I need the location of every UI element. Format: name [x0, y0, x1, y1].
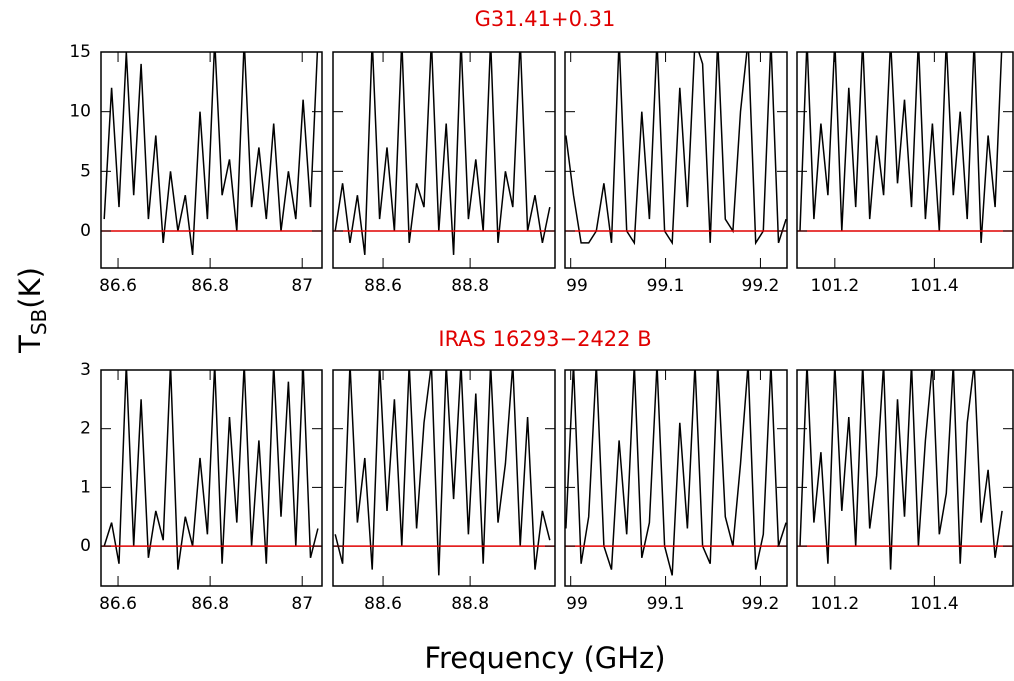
panel: [101, 370, 322, 570]
panel-frame: [564, 369, 788, 587]
x-tick-label: 88.6: [364, 276, 402, 296]
spectrum-line: [334, 52, 551, 255]
x-tick-label: 88.8: [451, 594, 489, 614]
panel-frame: [564, 51, 788, 269]
x-tick-label: 99: [566, 594, 588, 614]
x-tick-label: 101.4: [910, 276, 959, 296]
x-tick-label: 86.8: [191, 594, 229, 614]
panel-frame: [100, 51, 323, 269]
x-tick-label: 88.8: [451, 276, 489, 296]
spectrum-line: [334, 370, 551, 576]
x-tick-label: 99.2: [742, 594, 780, 614]
x-tick-label: 86.6: [99, 276, 137, 296]
spectrum-line: [799, 370, 1003, 570]
y-tick-label: 3: [80, 360, 91, 380]
panel: [797, 370, 1013, 570]
panel-frame: [332, 51, 556, 269]
y-axis-label: TSB(K): [13, 267, 51, 354]
panel: [565, 52, 787, 246]
panel-frame: [796, 51, 1014, 269]
y-label-sub: SB: [27, 309, 51, 335]
panel: [797, 52, 1013, 243]
y-tick-label: 10: [69, 102, 91, 122]
panel: [333, 370, 555, 576]
y-tick-label: 5: [80, 161, 91, 181]
x-tick-label: 101.2: [810, 276, 859, 296]
row-title: IRAS 16293−2422 B: [438, 327, 651, 351]
spectrum-line: [565, 52, 787, 246]
y-tick-label: 1: [80, 477, 91, 497]
spectrum-line: [799, 52, 1003, 243]
panel-frame: [100, 369, 323, 587]
x-tick-label: 86.8: [191, 276, 229, 296]
x-axis-label: Frequency (GHz): [424, 641, 665, 675]
y-tick-label: 2: [80, 419, 91, 439]
y-tick-label: 0: [80, 221, 91, 241]
spectrum-line: [103, 52, 319, 255]
x-tick-label: 99.1: [647, 594, 685, 614]
y-label-main: T: [13, 335, 47, 354]
row-title: G31.41+0.31: [475, 7, 616, 31]
y-tick-label: 15: [69, 42, 91, 62]
x-tick-label: 101.2: [810, 594, 859, 614]
x-tick-label: 87: [291, 276, 313, 296]
panel: [565, 370, 787, 576]
y-label-unit: (K): [13, 267, 47, 309]
x-tick-label: 99: [566, 276, 588, 296]
x-tick-label: 99.2: [742, 276, 780, 296]
x-tick-label: 86.6: [99, 594, 137, 614]
x-tick-label: 99.1: [647, 276, 685, 296]
panel-frame: [796, 369, 1014, 587]
panel-frame: [332, 369, 556, 587]
spectrum-line: [565, 370, 787, 576]
spectrum-line: [103, 370, 319, 570]
panel: [333, 52, 555, 255]
x-tick-label: 87: [291, 594, 313, 614]
x-tick-label: 101.4: [910, 594, 959, 614]
y-tick-label: 0: [80, 536, 91, 556]
panel: [101, 52, 322, 255]
x-tick-label: 88.6: [364, 594, 402, 614]
